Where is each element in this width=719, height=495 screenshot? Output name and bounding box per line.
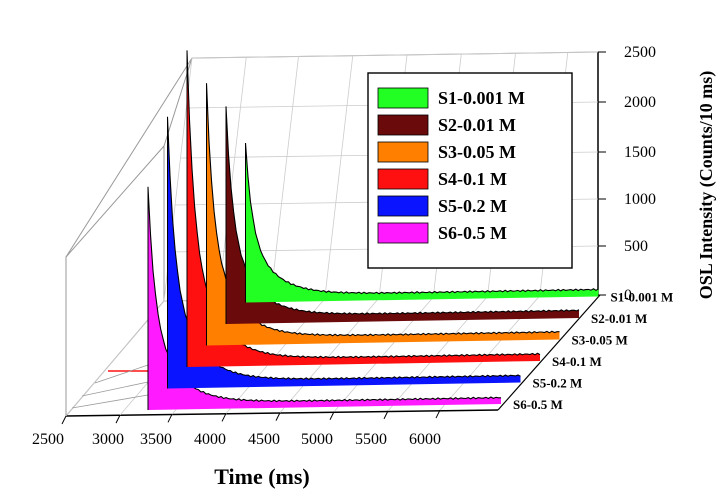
left-wall-diagonal [65,57,193,258]
series-S1-0.001 M [244,142,599,303]
x-tick-mark [275,412,281,421]
legend-label: S5-0.2 M [438,196,507,216]
x-tick-label: 3500 [140,431,172,448]
legend-swatch [377,168,429,190]
series-row-label: S6-0.5 M [513,397,563,412]
z-tick-label: 500 [624,238,648,255]
series-edge [205,83,560,337]
legend-swatch [377,114,429,136]
series-area [226,106,579,325]
x-tick-label: 5500 [355,431,387,448]
back-grid-line [217,57,247,301]
x-tick-label: 2500 [32,431,64,448]
series-layer [147,50,599,410]
legend-swatch [377,87,429,109]
ticks-layer: 2500 3000 3500 4000 4500 5000 5500 6000 0 500 1000… [32,44,673,448]
z-axis-title: OSL Intensity (Counts/10 ms) [696,71,717,300]
series-row-label: S2-0.01 M [591,311,647,326]
x-tick-mark [115,414,121,424]
x-tick-mark [435,409,441,419]
legend-label: S6-0.5 M [438,223,507,243]
x-tick-label: 4500 [248,431,280,448]
x-tick-mark [383,410,389,420]
series-row-label: S1-0.001 M [611,290,674,305]
series-edge [166,117,521,381]
x-tick-mark [167,414,173,423]
x-tick-label: 3000 [92,431,124,448]
x-tick-mark [221,413,227,422]
series-edge [147,187,501,403]
series-edge [225,106,580,316]
back-grid-line [324,55,354,299]
left-wall-grid-line [71,394,149,409]
x-axis-line [65,409,499,417]
x-tick-label: 4000 [194,431,226,448]
z-grid-line [191,51,599,59]
legend-swatch [377,222,429,244]
legend-label: S3-0.05 M [438,142,516,162]
legend-label: S4-0.1 M [438,169,507,189]
z-tick-label: 0 [624,287,632,304]
legend-swatch [377,141,429,163]
legend-label: S1-0.001 M [438,88,525,108]
series-S2-0.01 M [225,106,580,325]
left-wall-grid-line [94,364,149,384]
z-tick-label: 1000 [624,191,656,208]
back-grid-line [270,56,299,300]
x-tick-label: 6000 [409,431,441,448]
z-tick-label: 1500 [624,144,656,161]
series-row-label: S4-0.1 M [552,354,602,369]
z-tick-label: 2500 [624,44,656,61]
x-tick-mark [329,411,335,420]
left-wall-grid-line [81,381,149,397]
series-row-label: S3-0.05 M [572,333,628,348]
z-tick-label: 2000 [624,94,656,111]
series-edge [244,142,599,295]
x-tick-mark [61,415,67,425]
series-area [245,143,599,303]
series-row-label: S5-0.2 M [533,376,583,391]
legend-swatch [377,195,429,217]
series-edge [186,50,541,359]
x-axis-title: Time (ms) [214,464,310,489]
legend: S1-0.001 M S2-0.01 M S3-0.05 M S4-0.1 M S5-0… [367,72,573,269]
x-tick-label: 5000 [301,431,333,448]
legend-label: S2-0.01 M [438,115,516,135]
depth-axis-line [497,294,601,411]
